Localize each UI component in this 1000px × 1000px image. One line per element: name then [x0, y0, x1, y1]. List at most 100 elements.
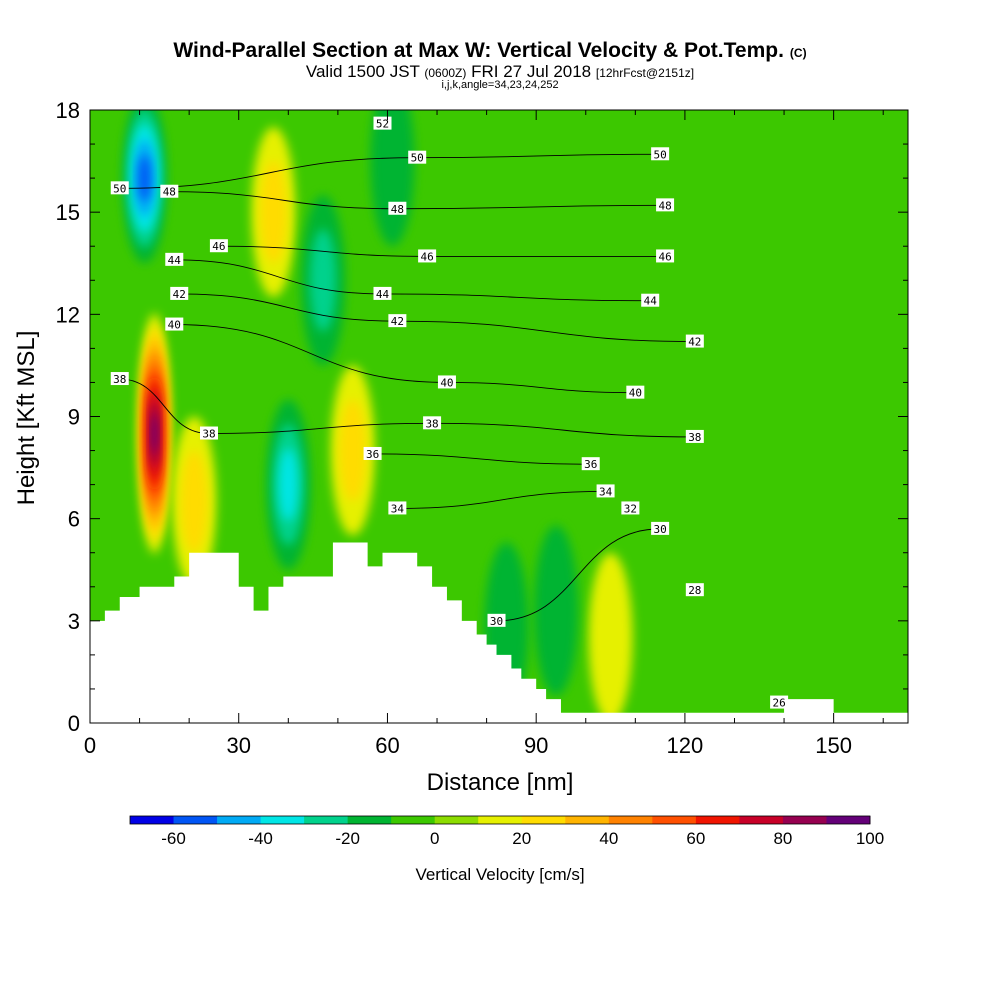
theta-label-bg	[363, 446, 382, 460]
potential-temperature-labels: 52 50 50 50 48 48 48 46 46 46 44 44 44 42 42 42 40 40 40 38…	[110, 116, 789, 710]
theta-contour-label: 28	[685, 583, 704, 597]
vv-updraft	[588, 552, 633, 723]
theta-label-text: 40	[629, 387, 642, 400]
theta-contour-36	[372, 453, 591, 465]
theta-label-text: 48	[163, 186, 176, 199]
theta-label-bg	[408, 150, 427, 164]
theta-label-bg	[388, 201, 407, 215]
theta-label-text: 36	[584, 458, 597, 471]
colorbar-label: 20	[512, 829, 531, 848]
theta-contour-label: 30	[651, 521, 670, 536]
y-tick-label: 3	[68, 609, 80, 634]
theta-contour-label: 44	[373, 286, 392, 301]
theta-label-bg	[418, 249, 437, 263]
vv-updraft	[138, 313, 171, 554]
theta-label-bg	[110, 372, 129, 386]
theta-contour-40	[174, 324, 636, 394]
theta-label-text: 44	[644, 295, 658, 308]
theta-contour-label: 46	[656, 249, 675, 263]
colorbar-label: 100	[856, 829, 884, 848]
colorbar-swatch	[695, 816, 740, 824]
colorbar-label: 0	[430, 829, 439, 848]
colorbar-swatch	[391, 816, 436, 824]
theta-label-bg	[437, 375, 456, 389]
theta-contour-label: 46	[418, 249, 437, 263]
x-tick-label: 120	[667, 733, 704, 758]
colorbar-title: Vertical Velocity [cm/s]	[415, 865, 584, 884]
theta-contour-label: 40	[626, 385, 645, 400]
theta-label-text: 38	[688, 431, 701, 444]
theta-label-text: 48	[658, 199, 671, 212]
theta-label-text: 28	[688, 584, 701, 597]
colorbar-swatch	[173, 816, 218, 824]
chart-title: Wind-Parallel Section at Max W: Vertical…	[173, 39, 806, 62]
theta-label-text: 48	[391, 203, 404, 216]
theta-contour-label: 36	[363, 446, 382, 461]
theta-label-bg	[165, 317, 184, 331]
theta-label-text: 30	[653, 523, 666, 536]
y-axis-label: Height [Kft MSL]	[13, 331, 40, 506]
vv-downdraft	[266, 399, 311, 570]
vv-contour-level	[180, 450, 208, 553]
theta-contour-label: 42	[388, 314, 407, 328]
theta-contour-label: 48	[160, 184, 179, 199]
theta-label-text: 50	[653, 148, 666, 161]
vertical-velocity-field	[122, 110, 633, 723]
theta-contour-38	[119, 378, 695, 438]
theta-label-text: 34	[391, 502, 405, 515]
theta-label-text: 40	[440, 376, 453, 389]
theta-label-text: 40	[168, 319, 181, 332]
theta-label-bg	[423, 416, 442, 430]
colorbar-label: -60	[161, 829, 186, 848]
theta-label-bg	[596, 484, 615, 498]
theta-contour-label: 32	[621, 501, 640, 515]
theta-label-bg	[209, 239, 228, 253]
theta-label-text: 46	[212, 240, 225, 253]
theta-contour-label: 50	[110, 181, 129, 195]
theta-label-bg	[388, 501, 407, 515]
colorbar-swatch	[260, 816, 305, 824]
theta-contour-50	[119, 153, 661, 189]
potential-temperature-contours	[119, 153, 695, 622]
terrain-mask	[90, 542, 908, 723]
theta-label-bg	[651, 521, 670, 535]
x-tick-label: 150	[815, 733, 852, 758]
colorbar: -60 -40 -20 0 20 40 60 80 100	[129, 815, 884, 848]
theta-label-text: 50	[411, 152, 424, 165]
y-tick-label: 9	[68, 405, 80, 430]
y-tick-label: 6	[68, 507, 80, 532]
theta-contour-label: 44	[641, 293, 660, 308]
theta-label-bg	[621, 501, 640, 515]
theta-label-bg	[656, 249, 675, 263]
theta-contour-label: 50	[408, 150, 427, 165]
theta-label-text: 38	[425, 417, 438, 430]
colorbar-swatch	[782, 816, 827, 824]
theta-label-bg	[160, 184, 179, 198]
colorbar-swatch	[521, 816, 566, 824]
theta-label-bg	[641, 293, 660, 307]
theta-contour-34	[397, 490, 606, 509]
x-tick-label: 0	[84, 733, 96, 758]
colorbar-swatch	[347, 816, 392, 824]
theta-contour-30	[496, 528, 661, 622]
theta-label-text: 34	[599, 485, 613, 498]
theta-label-bg	[487, 613, 506, 627]
theta-label-bg	[626, 385, 645, 399]
theta-contour-label: 52	[373, 116, 392, 131]
theta-label-text: 36	[366, 448, 379, 461]
colorbar-label: -40	[248, 829, 273, 848]
colorbar-swatch	[608, 816, 653, 824]
theta-contour-label: 40	[165, 317, 184, 332]
vv-downdraft	[534, 525, 579, 696]
copyright-mark: (C)	[790, 46, 807, 60]
colorbar-swatch	[565, 816, 610, 824]
x-tick-label: 90	[524, 733, 548, 758]
theta-label-text: 44	[168, 254, 182, 267]
theta-label-text: 38	[202, 428, 215, 441]
theta-contour-label: 34	[388, 501, 407, 515]
theta-label-text: 26	[772, 697, 785, 710]
grid-indices: i,j,k,angle=34,23,24,252	[441, 79, 558, 91]
theta-label-text: 46	[658, 250, 671, 263]
